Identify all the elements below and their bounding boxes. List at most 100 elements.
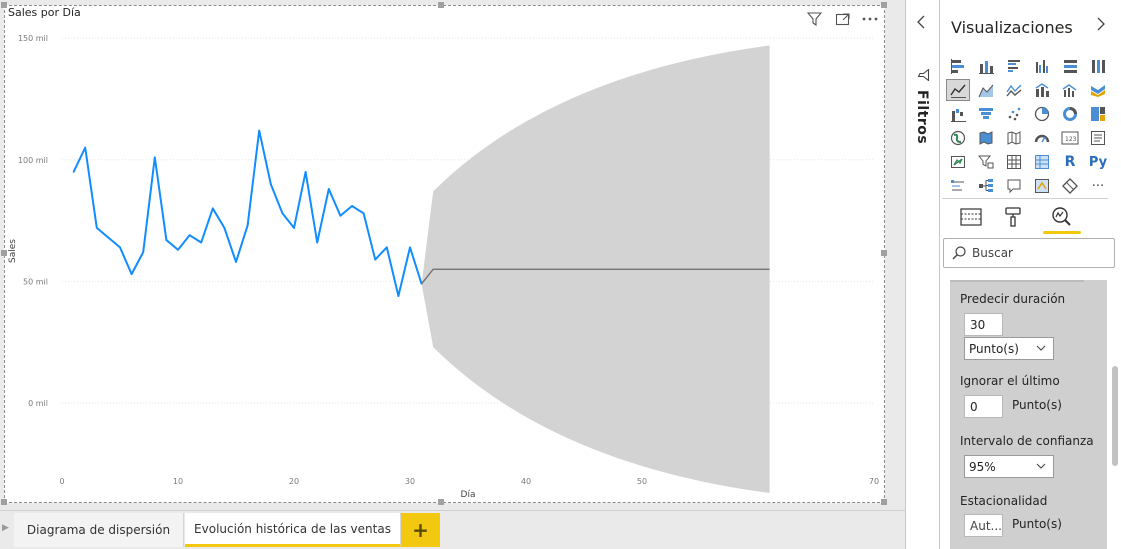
resize-handle-right[interactable] (881, 250, 887, 256)
ignore-last-input[interactable]: 0 (964, 395, 1003, 418)
sales-data-point (177, 248, 179, 251)
treemap-icon[interactable] (1086, 103, 1110, 125)
sales-data-point (409, 246, 411, 249)
card-icon[interactable]: 123 (1058, 127, 1082, 149)
resize-handle-bottom-left[interactable] (1, 499, 7, 505)
sales-data-point (246, 224, 249, 227)
focus-mode-icon[interactable] (833, 10, 851, 28)
resize-handle-top-right[interactable] (881, 2, 887, 8)
filter-icon[interactable] (917, 66, 930, 85)
sales-data-point (281, 212, 284, 215)
filter-icon[interactable] (805, 10, 823, 28)
gauge-icon[interactable] (1030, 127, 1054, 149)
visualizations-title: Visualizaciones (951, 18, 1073, 37)
fields-tab-icon[interactable] (956, 203, 986, 231)
chevron-down-icon (1036, 345, 1046, 351)
add-page-button[interactable]: + (401, 513, 440, 547)
clustered-bar-chart-icon[interactable] (1002, 55, 1026, 77)
divider (942, 198, 1108, 199)
map-icon[interactable] (946, 127, 970, 149)
resize-handle-bottom-right[interactable] (881, 499, 887, 505)
ribbon-chart-icon[interactable] (1086, 79, 1110, 101)
shape-map-icon[interactable] (1002, 127, 1026, 149)
stacked-bar-chart-icon[interactable] (946, 55, 970, 77)
sales-data-point (420, 283, 423, 285)
sales-data-point (304, 171, 307, 173)
seasonality-unit: Punto(s) (1012, 517, 1062, 531)
y-tick-label: 0 mil (28, 399, 48, 408)
format-paint-roller-icon[interactable] (998, 203, 1028, 231)
pie-chart-icon[interactable] (1030, 103, 1054, 125)
stacked-column-chart-icon[interactable] (974, 55, 998, 77)
search-icon (952, 246, 966, 260)
line-chart-icon[interactable] (946, 79, 970, 101)
tab-scroll-left-icon[interactable]: ▶ (2, 523, 9, 533)
funnel-chart-icon[interactable] (974, 103, 998, 125)
scatter-chart-icon[interactable] (1002, 103, 1026, 125)
analytics-magnifier-icon[interactable] (1046, 203, 1076, 231)
more-options-icon[interactable] (861, 10, 879, 28)
decomposition-tree-icon[interactable] (974, 175, 998, 197)
forecast-duration-label: Predecir duración (960, 292, 1066, 306)
page-tab-bar: ▶ Diagrama de dispersión Evolución histó… (0, 510, 905, 549)
forecast-duration-input[interactable]: 30 (964, 313, 1003, 336)
x-tick-label: 40 (521, 477, 531, 486)
python-visual-icon[interactable]: Py (1086, 151, 1110, 173)
x-tick-label: 20 (289, 477, 299, 486)
x-tick-label: 10 (173, 477, 183, 486)
sales-data-point (235, 261, 237, 263)
kpi-icon[interactable] (946, 151, 970, 173)
more-visuals-icon[interactable]: ··· (1086, 175, 1110, 197)
multi-row-card-icon[interactable] (1086, 127, 1110, 149)
line-and-stacked-column-chart-icon[interactable] (1030, 79, 1054, 101)
pane-scrollbar-thumb[interactable] (1112, 366, 1118, 466)
100-percent-column-chart-icon[interactable] (1086, 55, 1110, 77)
tab-evolucion-historica[interactable]: Evolución histórica de las ventas (185, 513, 401, 547)
forecast-duration-unit-dropdown[interactable]: Punto(s) (964, 337, 1054, 360)
sales-data-point (258, 129, 260, 132)
confidence-interval-dropdown[interactable]: 95% (964, 455, 1054, 478)
seasonality-input[interactable]: Aut... (964, 514, 1003, 537)
forecast-line (421, 268, 770, 285)
tab-diagrama-de-dispersion[interactable]: Diagrama de dispersión (14, 513, 184, 547)
dropdown-value: Punto(s) (969, 341, 1019, 356)
visualizations-pane: Visualizaciones (940, 0, 1121, 549)
chevron-right-icon[interactable] (1096, 16, 1106, 35)
sales-data-point (84, 146, 86, 149)
sales-data-point (119, 246, 121, 249)
stacked-area-chart-icon[interactable] (1002, 79, 1026, 101)
filters-label[interactable]: Filtros (914, 90, 930, 145)
resize-handle-top[interactable] (438, 2, 444, 8)
sales-data-point (142, 251, 144, 254)
y-axis-title: Sales (8, 239, 18, 263)
sales-data-point (316, 241, 319, 244)
sales-data-point (339, 214, 342, 217)
chevron-left-icon[interactable] (916, 14, 926, 33)
matrix-icon[interactable] (1030, 151, 1054, 173)
sales-data-point (293, 227, 295, 229)
r-script-visual-icon[interactable]: R (1058, 151, 1082, 173)
qna-icon[interactable] (1002, 175, 1026, 197)
resize-handle-bottom[interactable] (438, 499, 444, 505)
key-influencers-icon[interactable] (946, 175, 970, 197)
resize-handle-top-left[interactable] (1, 2, 7, 8)
ignore-last-unit: Punto(s) (1012, 398, 1062, 412)
smart-narrative-icon[interactable] (1030, 175, 1054, 197)
filled-map-icon[interactable] (974, 127, 998, 149)
search-box[interactable] (943, 238, 1115, 268)
power-apps-icon[interactable] (1058, 175, 1082, 197)
clustered-column-chart-icon[interactable] (1030, 55, 1054, 77)
search-input[interactable] (972, 246, 1102, 260)
slicer-icon[interactable] (974, 151, 998, 173)
area-chart-icon[interactable] (974, 79, 998, 101)
sales-data-point (165, 239, 168, 241)
table-icon[interactable] (1002, 151, 1026, 173)
donut-chart-icon[interactable] (1058, 103, 1082, 125)
waterfall-chart-icon[interactable] (946, 103, 970, 125)
resize-handle-left[interactable] (1, 250, 7, 256)
100-percent-bar-chart-icon[interactable] (1058, 55, 1082, 77)
line-and-clustered-column-chart-icon[interactable] (1058, 79, 1082, 101)
svg-text:123: 123 (1065, 136, 1077, 143)
